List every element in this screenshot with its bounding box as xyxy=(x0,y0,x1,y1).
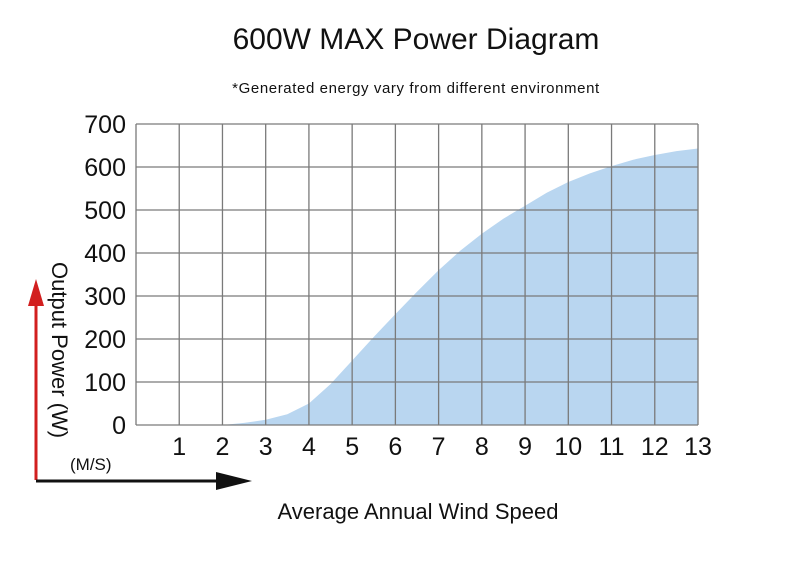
x-unit-label: (M/S) xyxy=(70,455,112,474)
x-axis-label: Average Annual Wind Speed xyxy=(278,499,559,524)
chart-subtitle: *Generated energy vary from different en… xyxy=(232,80,600,97)
x-tick-label: 7 xyxy=(432,433,446,461)
y-tick-label: 700 xyxy=(84,111,126,139)
power-area xyxy=(222,148,698,425)
x-tick-label: 11 xyxy=(599,433,625,461)
area-layer xyxy=(222,148,699,426)
y-tick-label: 200 xyxy=(84,326,126,354)
x-tick-label: 12 xyxy=(641,433,669,461)
y-tick-label: 500 xyxy=(84,197,126,225)
x-tick-label: 8 xyxy=(475,433,489,461)
x-tick-label: 4 xyxy=(302,433,316,461)
y-tick-label: 100 xyxy=(84,369,126,397)
x-tick-label: 13 xyxy=(684,433,712,461)
x-tick-label: 6 xyxy=(388,433,402,461)
y-tick-labels: 0 100 200 300 400 500 600 700 xyxy=(84,111,126,440)
y-tick-label: 400 xyxy=(84,240,126,268)
y-tick-label: 600 xyxy=(84,154,126,182)
x-tick-label: 1 xyxy=(172,433,186,461)
x-tick-label: 9 xyxy=(518,433,532,461)
x-tick-label: 2 xyxy=(216,433,230,461)
x-tick-labels: 1 2 3 4 5 6 7 8 9 10 11 12 13 xyxy=(172,433,712,461)
y-tick-label: 300 xyxy=(84,283,126,311)
x-tick-label: 3 xyxy=(259,433,273,461)
y-tick-label: 0 xyxy=(112,412,126,440)
x-tick-label: 10 xyxy=(554,433,582,461)
y-axis-arrow-head xyxy=(28,279,44,306)
chart-title: 600W MAX Power Diagram xyxy=(233,23,600,56)
y-axis-label: Output Power (W) xyxy=(47,262,72,438)
x-axis-arrow-head xyxy=(216,472,252,490)
grid-layer xyxy=(135,123,699,426)
x-tick-label: 5 xyxy=(345,433,359,461)
